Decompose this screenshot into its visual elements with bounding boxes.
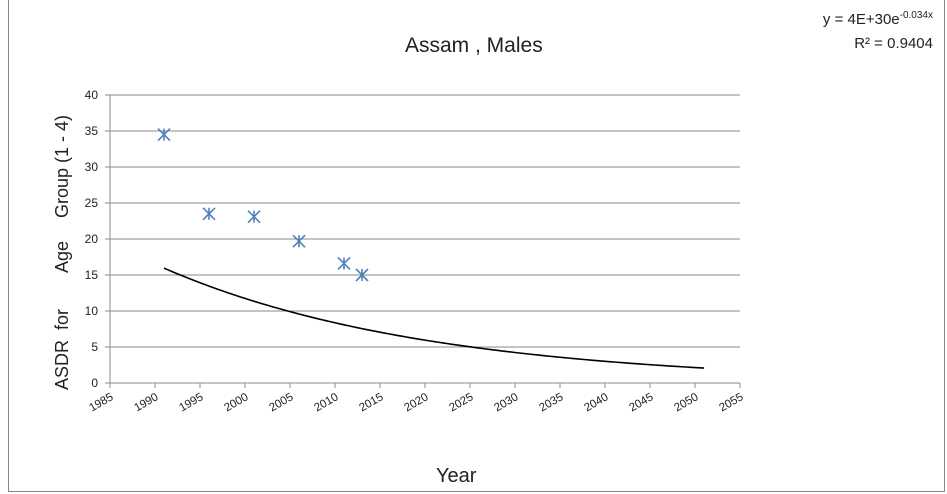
axes	[105, 94, 741, 388]
grid-lines	[110, 94, 740, 348]
y-tick-label-20: 20	[85, 232, 99, 246]
x-tick-label-2030: 2030	[492, 391, 520, 414]
y-tick-label-10: 10	[85, 304, 99, 318]
y-tick-label-5: 5	[91, 340, 98, 354]
x-axis-label: Year	[436, 465, 477, 487]
x-tick-label-2020: 2020	[402, 391, 430, 414]
data-point-2006	[292, 234, 306, 248]
trendline-formula-base: y = 4E+30e	[822, 11, 900, 28]
x-tick-label-2040: 2040	[582, 391, 610, 414]
trendline-formula: y = 4E+30e-0.034x	[823, 4, 933, 32]
data-point-2001	[247, 210, 261, 224]
x-tick-label-2015: 2015	[357, 391, 385, 414]
y-axis-label-word-4: Group (1 - 4)	[52, 114, 72, 218]
y-tick-label-15: 15	[85, 268, 99, 282]
data-point-1996	[202, 207, 216, 221]
y-axis-label-word-3: Age	[52, 240, 72, 273]
trendline-r-squared: R² = 0.9404	[854, 35, 933, 52]
y-axis-label: ASDR for Age Group (1 - 4)	[52, 90, 76, 390]
chart-title: Assam , Males	[405, 34, 543, 57]
x-tick-label-2055: 2055	[717, 391, 745, 414]
data-point-1991	[157, 128, 171, 142]
data-points	[157, 128, 369, 282]
x-tick-label-2005: 2005	[267, 391, 295, 414]
x-tick-label-2050: 2050	[672, 391, 700, 414]
x-tick-label-2035: 2035	[537, 391, 565, 414]
x-tick-label-2025: 2025	[447, 391, 475, 414]
x-tick-label-2045: 2045	[627, 391, 655, 414]
x-tick-label-1995: 1995	[177, 391, 205, 414]
trend-line	[163, 267, 705, 369]
x-tick-label-2000: 2000	[222, 391, 250, 414]
x-tick-label-1990: 1990	[132, 391, 160, 414]
y-tick-label-25: 25	[85, 196, 99, 210]
chart-frame	[8, 0, 945, 492]
trendline-equation: y = 4E+30e-0.034x R² = 0.9404	[823, 4, 933, 56]
y-tick-label-40: 40	[85, 88, 99, 102]
data-point-2011	[337, 256, 351, 271]
y-axis-label-word-1: ASDR	[52, 339, 72, 390]
x-tick-labels: 1985 1990 1995 2000 2005 2010 2015 2020 2025 2030…	[87, 391, 745, 414]
y-axis-label-word-2: for	[52, 308, 72, 330]
x-tick-label-1985: 1985	[87, 391, 115, 414]
y-tick-labels: 0 5 10 15 20 25 30 35 40	[85, 88, 99, 390]
y-tick-label-0: 0	[91, 376, 98, 390]
y-tick-label-30: 30	[85, 160, 99, 174]
x-tick-label-2010: 2010	[312, 391, 340, 414]
y-tick-label-35: 35	[85, 124, 99, 138]
trendline-formula-exponent: -0.034x	[899, 10, 933, 21]
data-point-2013	[355, 268, 369, 282]
